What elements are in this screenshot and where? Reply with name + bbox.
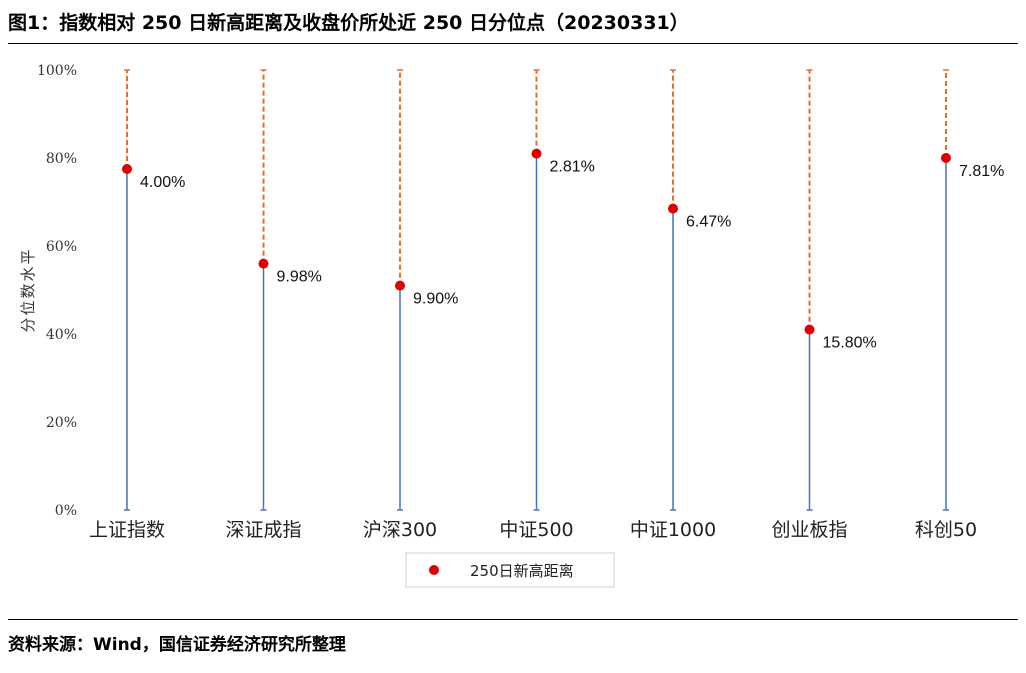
dot-range-chart: 0% 20% 40% 60% 80% 100% 分位数水平 4.00% 9.98% 9.90% 2…: [19, 63, 1004, 588]
data-label: 4.00%: [140, 174, 185, 191]
category-label: 中证1000: [630, 519, 716, 541]
data-point: [804, 324, 815, 335]
data-point: [122, 164, 132, 174]
category-label: 上证指数: [89, 519, 165, 541]
y-axis-title: 分位数水平: [19, 247, 37, 332]
data-point: [941, 153, 951, 163]
data-point: [395, 280, 405, 291]
legend-box: [405, 552, 615, 588]
category-label: 中证500: [499, 519, 573, 541]
y-tick-label: 20%: [46, 415, 77, 431]
bottom-rule: [8, 619, 1018, 620]
category-label: 深证成指: [225, 519, 301, 541]
figure-title: 图1：指数相对 250 日新高距离及收盘价所处近 250 日分位点（202303…: [8, 12, 689, 34]
data-point: [668, 203, 678, 214]
y-tick-label: 60%: [46, 239, 77, 255]
y-tick-label: 0%: [55, 503, 77, 519]
data-point: [531, 148, 542, 159]
y-tick-label: 40%: [46, 327, 77, 343]
legend-marker: [429, 565, 439, 575]
data-label: 15.80%: [823, 335, 877, 352]
data-label: 2.81%: [550, 159, 595, 176]
source-note: 资料来源：Wind，国信证券经济研究所整理: [8, 635, 346, 655]
category-label: 科创50: [915, 519, 977, 541]
data-label: 9.98%: [277, 269, 322, 286]
legend-label: 250日新高距离: [470, 562, 574, 580]
y-tick-label: 100%: [37, 63, 77, 79]
top-rule: [8, 43, 1018, 44]
data-point: [258, 258, 269, 269]
data-label: 9.90%: [413, 291, 458, 308]
category-label: 创业板指: [771, 519, 847, 541]
data-label: 6.47%: [686, 214, 731, 231]
y-tick-label: 80%: [46, 151, 77, 167]
category-label: 沪深300: [363, 519, 437, 541]
data-label: 7.81%: [959, 163, 1004, 180]
